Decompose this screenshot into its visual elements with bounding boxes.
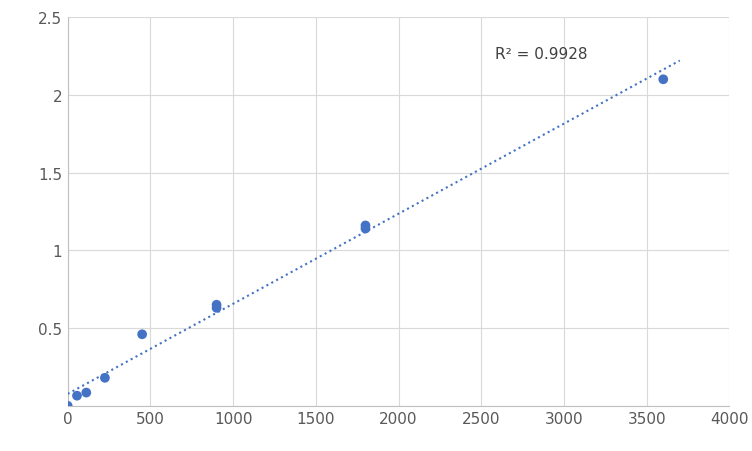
Point bbox=[62, 402, 74, 410]
Text: R² = 0.9928: R² = 0.9928 bbox=[495, 46, 587, 61]
Point bbox=[99, 374, 111, 382]
Point bbox=[211, 304, 223, 312]
Point bbox=[657, 77, 669, 84]
Point bbox=[71, 392, 83, 400]
Point bbox=[359, 226, 371, 233]
Point bbox=[136, 331, 148, 338]
Point bbox=[211, 301, 223, 308]
Point bbox=[359, 222, 371, 230]
Point bbox=[80, 389, 92, 396]
